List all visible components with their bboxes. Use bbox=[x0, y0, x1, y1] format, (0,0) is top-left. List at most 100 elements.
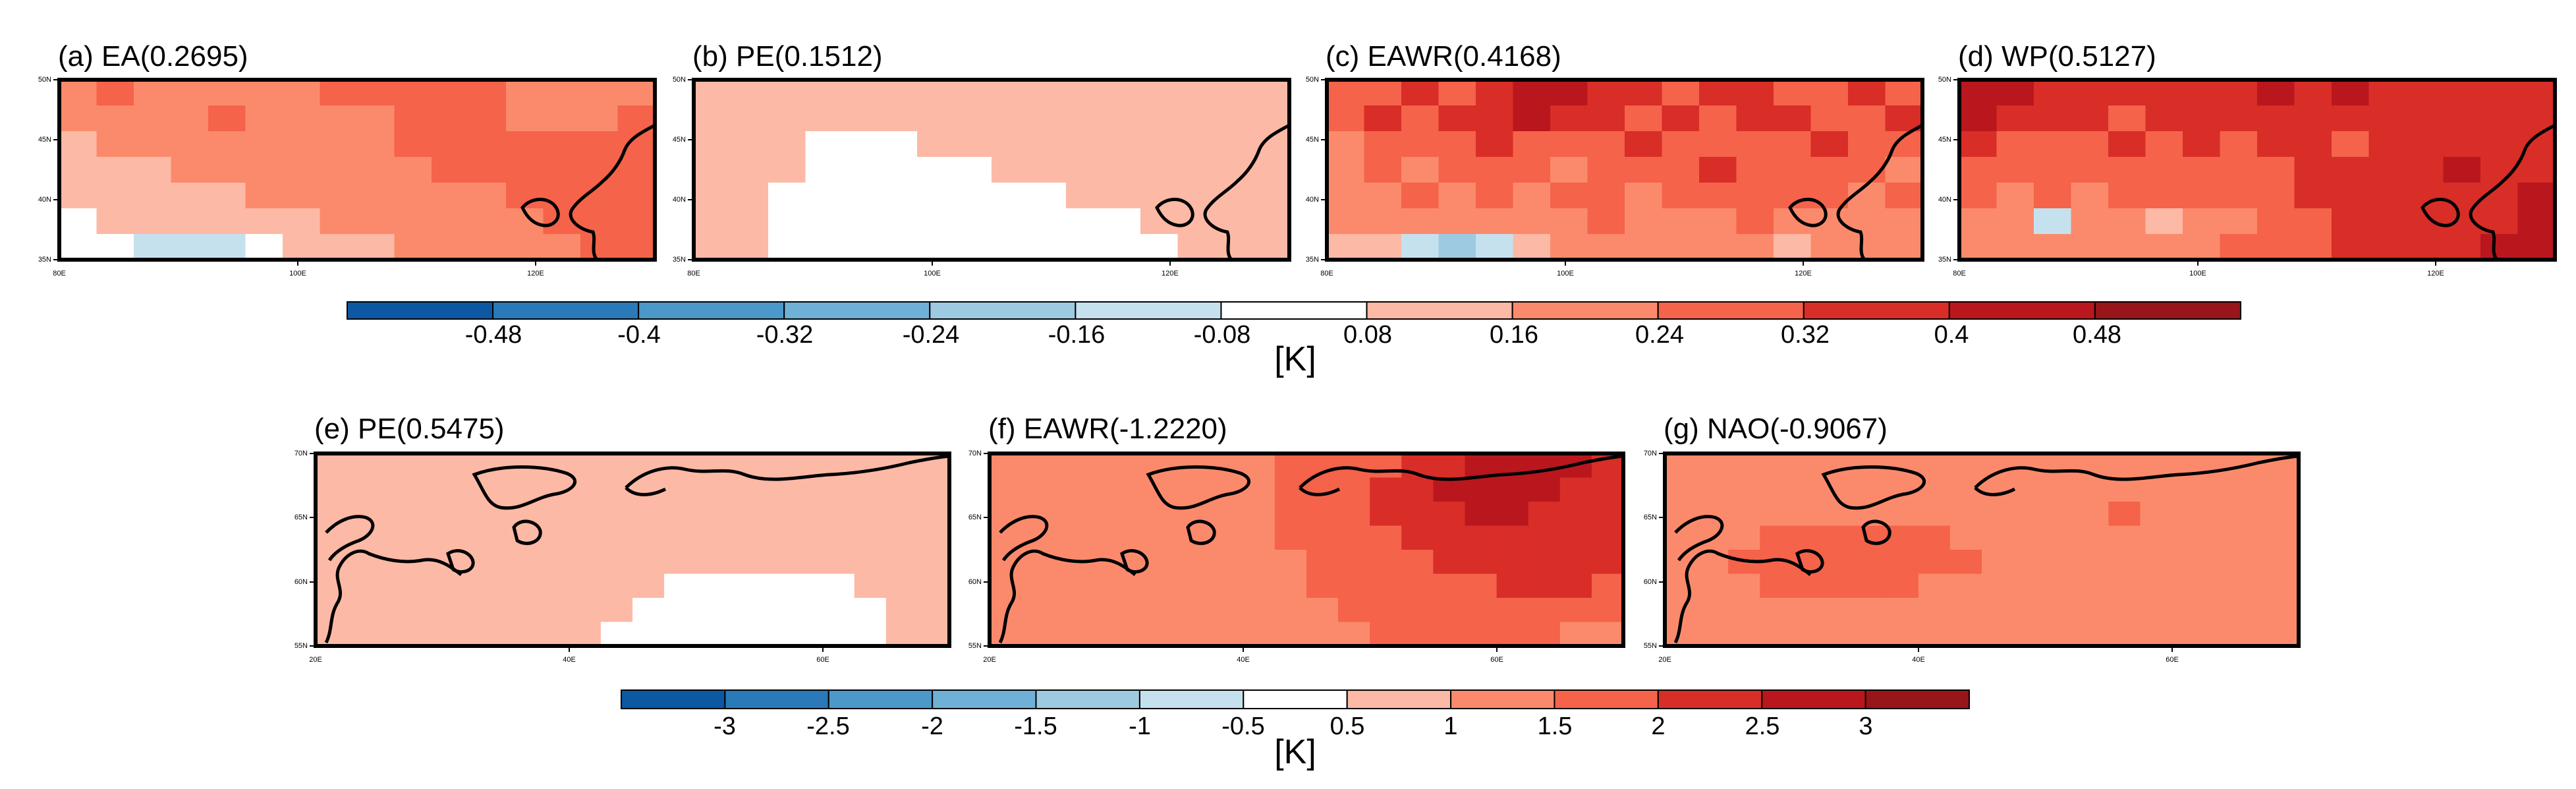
field-cell bbox=[2140, 598, 2173, 623]
field-cell bbox=[843, 234, 881, 260]
field-cell bbox=[1465, 550, 1498, 575]
field-cell bbox=[664, 502, 696, 527]
field-cell bbox=[1982, 598, 2014, 623]
field-cell bbox=[1855, 525, 1888, 550]
field-cell bbox=[2183, 157, 2221, 183]
field-cell bbox=[1364, 208, 1402, 235]
field-cell bbox=[1982, 502, 2014, 527]
field-cell bbox=[1370, 622, 1402, 647]
field-cell bbox=[1855, 598, 1888, 623]
field-cell bbox=[1401, 502, 1434, 527]
field-cell bbox=[1918, 598, 1951, 623]
field-cell bbox=[1587, 183, 1625, 209]
field-cell bbox=[2517, 80, 2556, 106]
field-cell bbox=[1327, 208, 1365, 235]
field-cell bbox=[2145, 208, 2183, 235]
field-cell bbox=[1215, 105, 1253, 132]
panel-e-xtick: 20E bbox=[309, 656, 322, 664]
field-cell bbox=[1855, 622, 1888, 647]
field-cell bbox=[1021, 502, 1053, 527]
panel-d-ytick: 40N bbox=[1938, 196, 1951, 204]
field-cell bbox=[283, 234, 321, 260]
panel-b-title: (b) PE(0.1512) bbox=[692, 40, 883, 73]
field-cell bbox=[1338, 598, 1370, 623]
field-cell bbox=[171, 105, 209, 132]
field-cell bbox=[1084, 453, 1117, 479]
field-cell bbox=[379, 453, 411, 479]
field-cell bbox=[2108, 477, 2141, 502]
field-cell bbox=[543, 234, 581, 260]
field-cell bbox=[1066, 105, 1104, 132]
field-cell bbox=[379, 622, 411, 647]
field-cell bbox=[2108, 502, 2141, 527]
field-cell bbox=[320, 80, 358, 106]
field-cell bbox=[1662, 80, 1700, 106]
field-cell bbox=[2368, 157, 2407, 183]
field-cell bbox=[1760, 453, 1792, 479]
field-cell bbox=[2480, 234, 2519, 260]
field-cell bbox=[917, 550, 950, 575]
field-cell bbox=[2183, 80, 2221, 106]
field-cell bbox=[1513, 234, 1551, 260]
field-cell bbox=[2220, 234, 2258, 260]
field-cell bbox=[379, 598, 411, 623]
field-cell bbox=[880, 234, 918, 260]
field-cell bbox=[1028, 80, 1067, 106]
field-cell bbox=[2266, 622, 2299, 647]
field-cell bbox=[1370, 550, 1402, 575]
field-cell bbox=[1848, 105, 1886, 132]
field-cell bbox=[506, 80, 544, 106]
field-cell bbox=[1791, 502, 1824, 527]
field-cell bbox=[1116, 502, 1149, 527]
field-cell bbox=[1662, 234, 1700, 260]
field-cell bbox=[357, 183, 395, 209]
field-cell bbox=[1433, 622, 1466, 647]
field-cell bbox=[1982, 573, 2014, 599]
panel-b-frame bbox=[692, 78, 1291, 262]
field-cell bbox=[1625, 157, 1663, 183]
field-cell bbox=[854, 550, 887, 575]
panel-c-ytick: 50N bbox=[1306, 76, 1319, 84]
field-cell bbox=[1550, 157, 1588, 183]
field-cell bbox=[245, 157, 283, 183]
field-cell bbox=[880, 157, 918, 183]
field-cell bbox=[2443, 234, 2481, 260]
field-cell bbox=[1587, 234, 1625, 260]
field-cell bbox=[1243, 622, 1275, 647]
field-cell bbox=[1084, 622, 1117, 647]
field-cell bbox=[2294, 80, 2332, 106]
field-cell bbox=[245, 105, 283, 132]
field-cell bbox=[1774, 157, 1812, 183]
field-cell bbox=[696, 525, 728, 550]
field-cell bbox=[1848, 131, 1886, 158]
field-cell bbox=[1211, 598, 1244, 623]
field-cell bbox=[854, 453, 887, 479]
field-cell bbox=[880, 80, 918, 106]
field-cell bbox=[1662, 208, 1700, 235]
panel-g-ytick: 55N bbox=[1644, 642, 1657, 650]
field-cell bbox=[617, 80, 656, 106]
panel-b: (b) PE(0.1512) 50N 45N 40N 35N 80E 100E … bbox=[673, 40, 1291, 278]
field-cell bbox=[1886, 525, 1919, 550]
colorbar-top-unit: [K] bbox=[1274, 340, 1316, 378]
field-cell bbox=[2480, 105, 2519, 132]
field-cell bbox=[1587, 131, 1625, 158]
field-cell bbox=[1696, 477, 1729, 502]
field-cell bbox=[1760, 622, 1792, 647]
field-cell bbox=[1401, 183, 1440, 209]
field-cell bbox=[1327, 105, 1365, 132]
field-cell bbox=[2171, 622, 2204, 647]
field-cell bbox=[1066, 131, 1104, 158]
field-cell bbox=[410, 622, 443, 647]
field-cell bbox=[2294, 131, 2332, 158]
field-cell bbox=[2045, 622, 2077, 647]
field-cell bbox=[1021, 453, 1053, 479]
field-cell bbox=[537, 622, 570, 647]
field-cell bbox=[468, 80, 507, 106]
field-cell bbox=[1982, 622, 2014, 647]
field-cell bbox=[1810, 234, 1849, 260]
field-cell bbox=[1103, 105, 1141, 132]
panel-d-coastline bbox=[2421, 123, 2555, 260]
field-cell bbox=[1438, 208, 1476, 235]
field-cell bbox=[442, 573, 475, 599]
